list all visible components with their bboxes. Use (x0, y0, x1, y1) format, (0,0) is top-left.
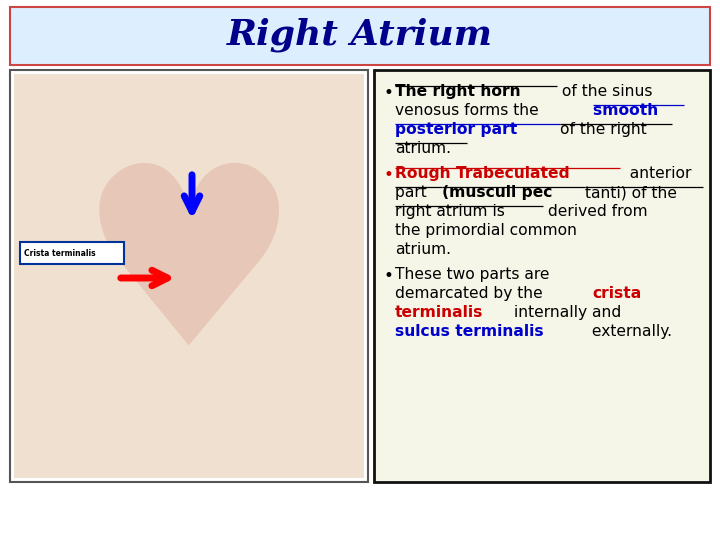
Text: right atrium is: right atrium is (395, 204, 510, 219)
Text: terminalis: terminalis (395, 305, 483, 320)
Text: internally and: internally and (509, 305, 621, 320)
Text: These two parts are: These two parts are (395, 267, 549, 282)
Text: externally.: externally. (587, 324, 672, 339)
Text: anterior: anterior (621, 166, 692, 181)
Text: derived from: derived from (543, 204, 648, 219)
Text: the primordial common: the primordial common (395, 223, 577, 238)
FancyBboxPatch shape (374, 70, 710, 482)
Text: sulcus terminalis: sulcus terminalis (395, 324, 544, 339)
Text: •: • (383, 166, 393, 184)
Text: tanti) of the: tanti) of the (585, 185, 677, 200)
Text: demarcated by the: demarcated by the (395, 286, 548, 301)
Text: smooth: smooth (593, 103, 664, 118)
Text: part: part (395, 185, 431, 200)
Text: crista: crista (592, 286, 642, 301)
FancyBboxPatch shape (14, 74, 364, 478)
Text: Right Atrium: Right Atrium (227, 18, 493, 52)
Text: ♥: ♥ (77, 155, 301, 397)
Text: venosus forms the: venosus forms the (395, 103, 549, 118)
Text: of the right: of the right (559, 122, 647, 137)
Text: (musculi pec: (musculi pec (442, 185, 553, 200)
Text: •: • (383, 84, 393, 102)
Text: atrium.: atrium. (395, 141, 451, 156)
Text: The right horn: The right horn (395, 84, 521, 99)
Text: Crista terminalis: Crista terminalis (24, 248, 96, 258)
Text: Rough Trabeculated: Rough Trabeculated (395, 166, 570, 181)
Text: •: • (383, 267, 393, 285)
Text: atrium.: atrium. (395, 242, 451, 257)
Text: of the sinus: of the sinus (557, 84, 652, 99)
FancyBboxPatch shape (10, 70, 368, 482)
FancyBboxPatch shape (10, 7, 710, 65)
Text: posterior part: posterior part (395, 122, 523, 137)
FancyBboxPatch shape (20, 242, 124, 264)
